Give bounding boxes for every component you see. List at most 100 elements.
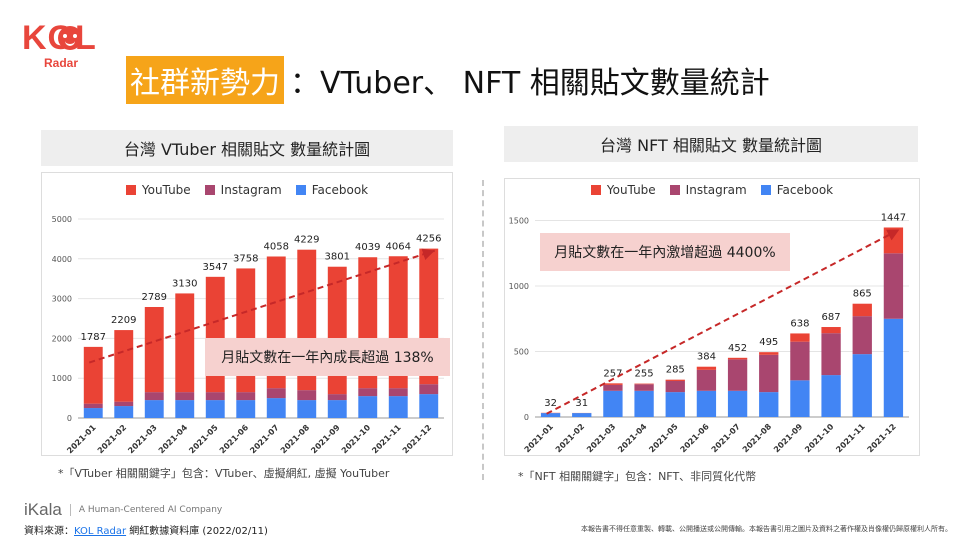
bar-segment-facebook	[83, 408, 103, 418]
bar-segment-facebook	[236, 400, 256, 418]
trend-arrow	[88, 248, 436, 364]
x-tick-label: 2021-02	[554, 422, 586, 454]
ikala-tagline: A Human-Centered AI Company	[78, 505, 223, 515]
bar-segment-instagram	[727, 359, 748, 391]
x-tick-label: 2021-06	[679, 422, 712, 455]
bar-segment-instagram	[144, 392, 164, 401]
bar-segment-facebook	[175, 400, 195, 418]
data-label: 3801	[325, 252, 350, 263]
bar-segment-instagram	[236, 392, 256, 401]
bar-segment-youtube	[821, 327, 841, 334]
data-label: 1787	[81, 332, 106, 343]
bar-segment-youtube	[114, 330, 134, 402]
bar-segment-instagram	[790, 341, 810, 381]
bar-segment-facebook	[540, 413, 561, 417]
y-tick-label: 1500	[509, 217, 529, 226]
legend-item-youtube: YouTube	[125, 183, 191, 197]
y-tick-label: 3000	[52, 295, 72, 304]
bar-segment-facebook	[572, 413, 592, 417]
x-tick-label: 2021-01	[523, 422, 556, 455]
bar-segment-facebook	[603, 390, 623, 417]
nft-chart-legend: YouTube Instagram Facebook	[505, 183, 919, 197]
x-tick-label: 2021-11	[370, 423, 403, 455]
bar-segment-instagram	[852, 316, 872, 355]
x-tick-label: 2021-09	[309, 423, 342, 455]
nft-keyword-note: *「NFT 相關關鍵字」包含：NFT、非同質化代幣	[518, 470, 757, 483]
legend-label-instagram: Instagram	[685, 183, 747, 197]
vtuber-chart: YouTube Instagram Facebook 0 1000 2000 3000…	[41, 172, 453, 456]
bar-segment-youtube	[696, 366, 717, 370]
data-label: 384	[697, 352, 716, 363]
nft-chart: YouTube Instagram Facebook 0 500 1000 1500 3…	[504, 178, 920, 456]
data-label: 4064	[386, 241, 411, 252]
data-label: 285	[666, 365, 685, 376]
nft-chart-title: 台灣 NFT 相關貼文 數量統計圖	[504, 126, 918, 162]
legend-swatch-youtube	[125, 185, 136, 195]
data-label: 3130	[172, 278, 197, 289]
data-label: 1447	[881, 212, 906, 223]
legend-label-youtube: YouTube	[141, 183, 191, 197]
bar-segment-instagram	[696, 369, 717, 391]
bar-segment-youtube	[603, 383, 623, 385]
kol-radar-link[interactable]: KOL Radar	[74, 526, 127, 537]
bar-segment-youtube	[790, 333, 810, 342]
logo-sub-text: Radar	[44, 56, 79, 70]
bar-segment-facebook	[205, 400, 225, 418]
data-label: 4058	[264, 241, 289, 252]
y-tick-label: 0	[524, 413, 529, 422]
bar-segment-facebook	[821, 375, 841, 417]
x-tick-label: 2021-02	[96, 423, 128, 455]
data-label: 638	[790, 318, 809, 329]
bar-segment-instagram	[297, 390, 317, 401]
bar-segment-youtube	[144, 306, 164, 393]
y-tick-label: 0	[67, 414, 72, 423]
y-tick-label: 5000	[52, 215, 72, 224]
x-tick-label: 2021-04	[157, 423, 190, 455]
x-tick-label: 2021-12	[866, 422, 898, 454]
vtuber-chart-legend: YouTube Instagram Facebook	[42, 183, 452, 197]
legend-label-facebook: Facebook	[311, 183, 369, 197]
bar-segment-facebook	[358, 396, 378, 418]
vtuber-growth-callout: 月貼文數在一年內成長超過 138%	[205, 338, 450, 376]
data-label: 255	[635, 369, 654, 380]
bar-segment-facebook	[727, 390, 748, 417]
x-tick-label: 2021-10	[340, 423, 373, 455]
legend-item-instagram: Instagram	[669, 183, 747, 197]
bar-segment-instagram	[205, 392, 225, 401]
data-label: 3547	[203, 262, 228, 273]
x-tick-label: 2021-05	[187, 423, 220, 455]
bar-segment-instagram	[114, 401, 134, 407]
bar-segment-instagram	[603, 384, 623, 391]
bar-segment-instagram	[358, 388, 378, 397]
bar-segment-instagram	[634, 384, 654, 391]
legend-item-youtube: YouTube	[590, 183, 656, 197]
bar-segment-youtube	[883, 227, 904, 254]
bar-segment-youtube	[727, 357, 748, 360]
y-tick-label: 500	[514, 348, 529, 357]
copyright-disclaimer: 本報告書不得任意重製、轉載、公開播送或公開傳輸。本報告書引用之圖片及資料之著作權…	[581, 525, 952, 533]
bar-segment-instagram	[883, 253, 904, 319]
kol-radar-logo: KOL Radar	[22, 20, 102, 76]
bar-segment-facebook	[852, 354, 872, 417]
y-tick-label: 1000	[52, 374, 72, 383]
title-highlight: 社群新勢力	[126, 56, 284, 104]
data-label: 495	[759, 337, 778, 348]
bar-segment-instagram	[175, 392, 195, 401]
bar-segment-facebook	[665, 392, 685, 417]
vtuber-chart-plot: 0 1000 2000 3000 4000 5000 1787 2021-01 2209 2021…	[52, 215, 444, 455]
x-tick-label: 2021-03	[585, 422, 617, 454]
legend-label-youtube: YouTube	[606, 183, 656, 197]
legend-swatch-instagram	[669, 185, 680, 195]
x-tick-label: 2021-08	[279, 423, 312, 455]
x-tick-label: 2021-11	[834, 422, 867, 455]
data-label: 865	[853, 289, 872, 300]
bar-segment-facebook	[327, 400, 347, 418]
bar-segment-youtube	[759, 352, 779, 355]
title-rest: ：VTuber、 NFT 相關貼文數量統計	[290, 66, 770, 101]
legend-item-facebook: Facebook	[760, 183, 833, 197]
bar-segment-youtube	[83, 346, 103, 404]
vtuber-keyword-note: *「VTuber 相關關鍵字」包含：VTuber、虛擬網紅, 虛擬 YouTub…	[58, 467, 390, 480]
x-tick-label: 2021-05	[647, 422, 680, 455]
bar-segment-instagram	[665, 380, 685, 393]
legend-swatch-instagram	[204, 185, 215, 195]
